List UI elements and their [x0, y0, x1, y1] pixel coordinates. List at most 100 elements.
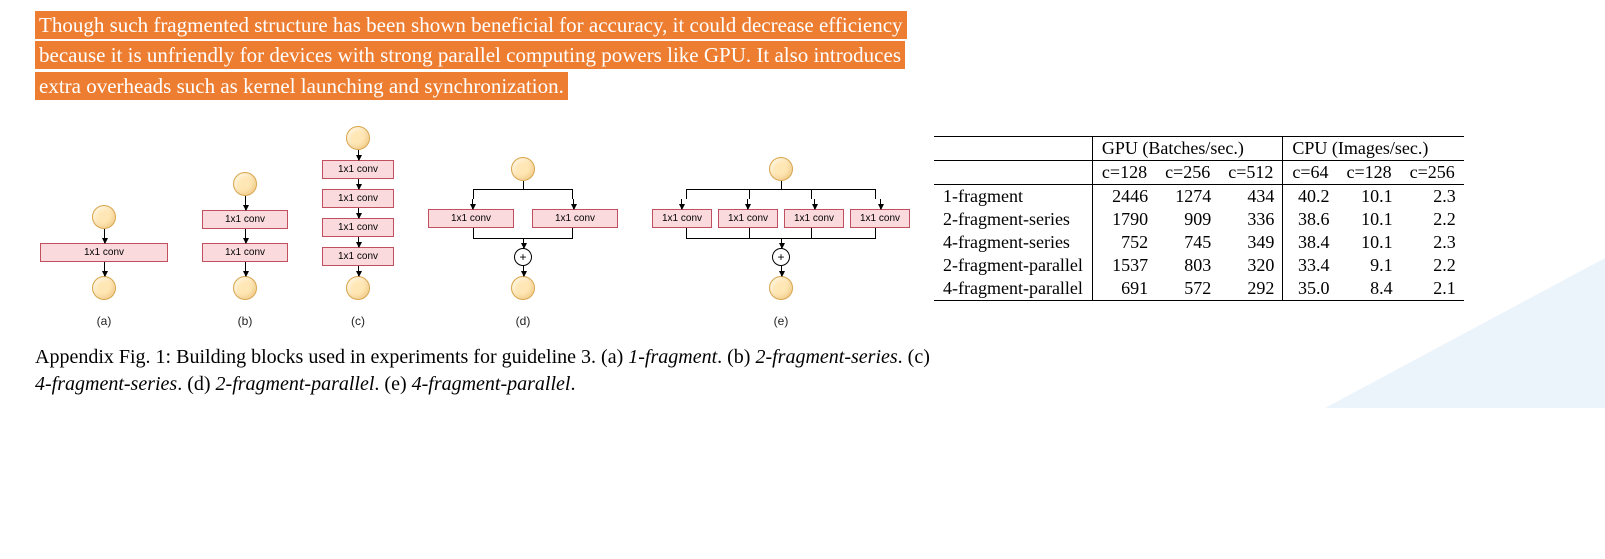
table-cell: 691	[1092, 277, 1156, 301]
table-cell: 10.1	[1337, 231, 1400, 254]
merger	[686, 228, 876, 238]
arrow-down	[523, 238, 524, 248]
conv-box: 1x1 conv	[652, 209, 712, 228]
conv-box: 1x1 conv	[784, 209, 844, 228]
conv-box: 1x1 conv	[532, 209, 618, 228]
node-circle	[233, 276, 257, 300]
node-circle	[92, 276, 116, 300]
diagram-c: 1x1 conv 1x1 conv 1x1 conv 1x1 conv (c)	[322, 126, 394, 328]
arrow-down	[358, 179, 359, 189]
table-cell: 1790	[1092, 208, 1156, 231]
diagram-e: 1x1 conv 1x1 conv 1x1 conv 1x1 conv + (e…	[652, 157, 910, 328]
connector	[781, 181, 782, 189]
col-header: c=256	[1156, 161, 1219, 185]
arrow-down	[781, 266, 782, 276]
arrow-down	[472, 199, 473, 209]
conv-box: 1x1 conv	[322, 218, 394, 237]
col-header: c=512	[1219, 161, 1283, 185]
table-cell: 2446	[1092, 185, 1156, 209]
arrow-down	[781, 238, 782, 248]
diagram-letter: (b)	[238, 314, 253, 328]
diagram-letter: (d)	[516, 314, 531, 328]
sum-node: +	[772, 248, 790, 266]
col-header: c=64	[1283, 161, 1338, 185]
node-circle	[346, 126, 370, 150]
node-circle	[233, 172, 257, 196]
table-header-cpu: CPU (Images/sec.)	[1283, 137, 1464, 161]
caption-prefix: Appendix Fig. 1: Building blocks used in…	[35, 346, 601, 368]
arrow-down	[104, 262, 105, 276]
table-cell: 2.3	[1401, 231, 1464, 254]
diagram-letter: (a)	[97, 314, 112, 328]
table-cell: 1274	[1156, 185, 1219, 209]
arrow-down	[358, 208, 359, 218]
diagram-a: 1x1 conv (a)	[40, 205, 168, 328]
conv-box: 1x1 conv	[202, 210, 288, 229]
table-cell: 434	[1219, 185, 1283, 209]
node-circle	[769, 157, 793, 181]
connector	[523, 181, 524, 189]
table-cell: 336	[1219, 208, 1283, 231]
table-cell: 572	[1156, 277, 1219, 301]
col-header: c=128	[1337, 161, 1400, 185]
splitter	[686, 189, 876, 199]
arrow-down	[814, 199, 815, 209]
highlighted-paragraph: Though such fragmented structure has bee…	[35, 10, 905, 101]
arrow-down	[358, 237, 359, 247]
diagram-panel: 1x1 conv (a) 1x1 conv 1x1 conv (b)	[20, 126, 930, 328]
table-cell: 909	[1156, 208, 1219, 231]
arrow-down	[523, 266, 524, 276]
arrow-down	[104, 229, 105, 243]
merger	[473, 228, 573, 238]
highlight-text: Though such fragmented structure has bee…	[35, 11, 907, 100]
arrow-down	[358, 150, 359, 160]
diagram-letter: (c)	[351, 314, 365, 328]
table-cell: 320	[1219, 254, 1283, 277]
table-cell: 38.4	[1283, 231, 1338, 254]
arrow-down	[245, 262, 246, 276]
conv-box: 1x1 conv	[322, 189, 394, 208]
diagram-b: 1x1 conv 1x1 conv (b)	[202, 172, 288, 328]
conv-box: 1x1 conv	[428, 209, 514, 228]
arrow-down	[245, 196, 246, 210]
arrow-down	[681, 199, 682, 209]
node-circle	[92, 205, 116, 229]
table-cell: 10.1	[1337, 208, 1400, 231]
diagram-letter: (e)	[774, 314, 789, 328]
table-cell: 745	[1156, 231, 1219, 254]
row-label: 2-fragment-parallel	[934, 254, 1092, 277]
arrow-down	[880, 199, 881, 209]
table-cell: 2.3	[1401, 185, 1464, 209]
diagram-d: 1x1 conv 1x1 conv + (d)	[428, 157, 618, 328]
col-header: c=128	[1092, 161, 1156, 185]
table-cell: 292	[1219, 277, 1283, 301]
table-cell: 752	[1092, 231, 1156, 254]
row-label: 4-fragment-parallel	[934, 277, 1092, 301]
conv-box: 1x1 conv	[322, 160, 394, 179]
table-cell: 349	[1219, 231, 1283, 254]
conv-box: 1x1 conv	[322, 247, 394, 266]
arrow-down	[747, 199, 748, 209]
arrow-down	[573, 199, 574, 209]
conv-box: 1x1 conv	[850, 209, 910, 228]
sum-node: +	[514, 248, 532, 266]
node-circle	[346, 276, 370, 300]
arrow-down	[358, 266, 359, 276]
table-header-gpu: GPU (Batches/sec.)	[1092, 137, 1282, 161]
arrow-down	[245, 229, 246, 243]
table-cell: 2.2	[1401, 208, 1464, 231]
table-cell: 1537	[1092, 254, 1156, 277]
splitter	[473, 189, 573, 199]
row-label: 4-fragment-series	[934, 231, 1092, 254]
conv-box: 1x1 conv	[718, 209, 778, 228]
table-cell: 40.2	[1283, 185, 1338, 209]
node-circle	[511, 157, 535, 181]
row-label: 2-fragment-series	[934, 208, 1092, 231]
conv-box: 1x1 conv	[202, 243, 288, 262]
table-cell: 38.6	[1283, 208, 1338, 231]
conv-box: 1x1 conv	[40, 243, 168, 262]
table-cell: 803	[1156, 254, 1219, 277]
figure-caption: Appendix Fig. 1: Building blocks used in…	[35, 344, 935, 398]
node-circle	[769, 276, 793, 300]
table-cell: 10.1	[1337, 185, 1400, 209]
